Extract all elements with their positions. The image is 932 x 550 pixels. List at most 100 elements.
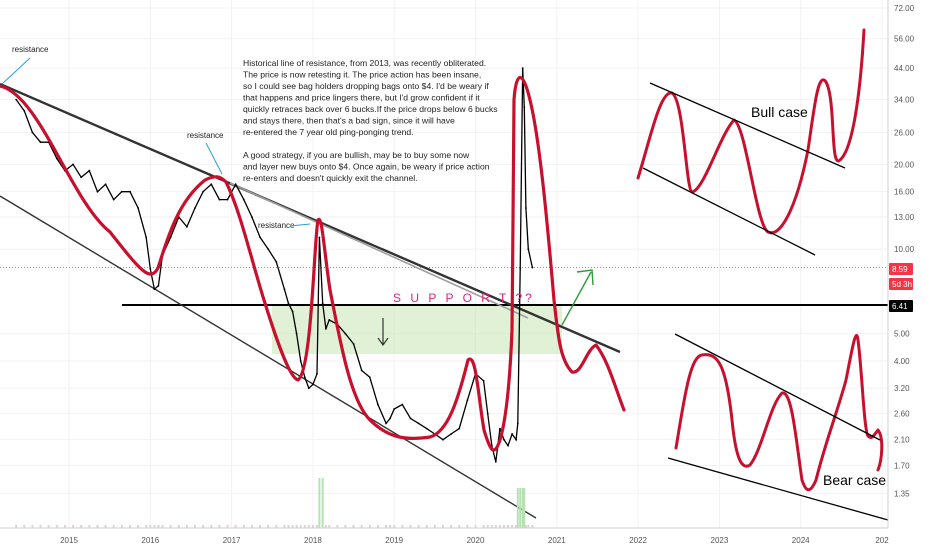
volume-bar — [344, 525, 347, 528]
price-point — [120, 190, 123, 193]
volume-bar — [120, 525, 123, 528]
gray-trendline — [229, 182, 529, 319]
volume-bar — [474, 525, 477, 528]
volume-bar — [157, 525, 160, 528]
volume-bar — [169, 525, 172, 528]
price-point — [318, 236, 321, 239]
price-point — [275, 261, 278, 263]
price-point — [352, 343, 355, 345]
y-tick-label: 1.70 — [894, 461, 910, 470]
price-point — [494, 461, 497, 463]
price-point — [525, 207, 527, 209]
bear-channel-upper — [674, 333, 881, 441]
volume-bar — [458, 525, 461, 528]
note-line: Historical line of resistance, from 2013… — [243, 58, 486, 68]
volume-bar — [360, 525, 363, 528]
bull-channel-upper — [649, 82, 846, 169]
price-point — [466, 399, 469, 402]
y-tick-label: 2.10 — [894, 436, 910, 445]
x-tick-label: 2015 — [60, 536, 78, 545]
resistance-callout-3: resistance — [258, 221, 311, 230]
note-line: quickly retraces back over 6 bucks.If th… — [243, 104, 498, 114]
red-drawing-bull — [636, 28, 866, 235]
volume-bar — [401, 525, 404, 528]
price-point — [287, 302, 290, 305]
volume-bar — [145, 525, 148, 528]
price-point — [360, 369, 363, 372]
volume-bar — [283, 525, 286, 528]
x-tick-label: 2018 — [304, 536, 322, 545]
volume-bar — [389, 525, 392, 528]
volume-bar — [153, 525, 156, 528]
volume-bar — [531, 525, 534, 528]
price-point — [499, 427, 501, 430]
x-tick-label: 2022 — [629, 536, 647, 545]
y-tick-label: 5.00 — [894, 330, 910, 339]
time-axis[interactable]: 2015 2016 2017 2018 2019 2020 2021 2022 2023 2024… — [0, 527, 932, 550]
volume-bar — [291, 525, 294, 528]
price-point — [295, 332, 298, 335]
price-badge: 8.59 — [889, 263, 913, 275]
resistance-label-2: resistance — [187, 131, 224, 140]
price-point — [218, 198, 221, 201]
analysis-note: Historical line of resistance, from 2013… — [243, 58, 498, 183]
price-point — [31, 131, 34, 134]
volume-bar — [242, 525, 245, 528]
price-point — [328, 319, 331, 321]
price-point — [321, 302, 324, 305]
volume-bar — [96, 525, 99, 528]
volume-bar — [202, 525, 205, 528]
price-point — [442, 438, 444, 441]
volume-bar — [393, 525, 396, 528]
note-line: and layer new buys onto $4. Once again, … — [243, 162, 490, 172]
price-point — [149, 268, 152, 270]
volume-bar — [128, 525, 131, 528]
volume-bar — [524, 525, 527, 528]
volume-bar — [307, 525, 310, 528]
x-tick-label: 2016 — [141, 536, 159, 545]
price-point — [482, 379, 485, 382]
price-point — [80, 176, 83, 179]
volume-bar — [433, 525, 436, 528]
price-point — [312, 383, 314, 386]
price-point — [202, 190, 205, 193]
volume-bar — [88, 525, 91, 528]
svg-text:8.59: 8.59 — [892, 265, 908, 274]
note-line: and stays there, then that's a bad sign,… — [243, 116, 455, 126]
volume-bar — [519, 488, 522, 528]
note-line: re-entered the 7 year old ping-ponging t… — [243, 127, 414, 137]
price-point — [104, 183, 107, 186]
price-point — [486, 412, 489, 415]
resistance-callout-2: resistance — [187, 131, 224, 175]
price-point — [210, 183, 213, 186]
bear-case-label: Bear case — [823, 472, 886, 488]
price-axis[interactable]: 72.00 56.00 44.00 34.00 26.00 20.00 16.00 13.00… — [887, 0, 932, 528]
volume-bar — [47, 525, 50, 528]
price-point — [531, 266, 534, 269]
y-tick-label: 16.00 — [894, 188, 915, 197]
volume-bar — [336, 525, 339, 528]
price-point — [96, 190, 99, 193]
volume-bar — [368, 525, 371, 528]
price-point — [23, 110, 26, 112]
down-arrow — [377, 318, 389, 347]
price-point — [226, 198, 229, 201]
volume-bar — [523, 488, 526, 528]
volume-bar — [324, 525, 327, 528]
volume-bar — [328, 525, 331, 528]
price-point — [307, 387, 310, 390]
y-tick-label: 13.00 — [894, 213, 915, 222]
volume-bar — [210, 525, 213, 528]
volume-bar — [425, 525, 428, 528]
note-line: A good strategy, if you are bullish, may… — [243, 150, 470, 160]
volume-bar — [466, 525, 469, 528]
volume-bar — [23, 525, 26, 528]
price-point — [515, 438, 517, 441]
price-point — [450, 433, 452, 435]
volume-bar — [177, 525, 180, 528]
y-tick-label: 10.00 — [894, 245, 915, 254]
volume-bar — [494, 525, 497, 528]
volume-bar — [502, 525, 505, 528]
price-point — [503, 438, 505, 441]
